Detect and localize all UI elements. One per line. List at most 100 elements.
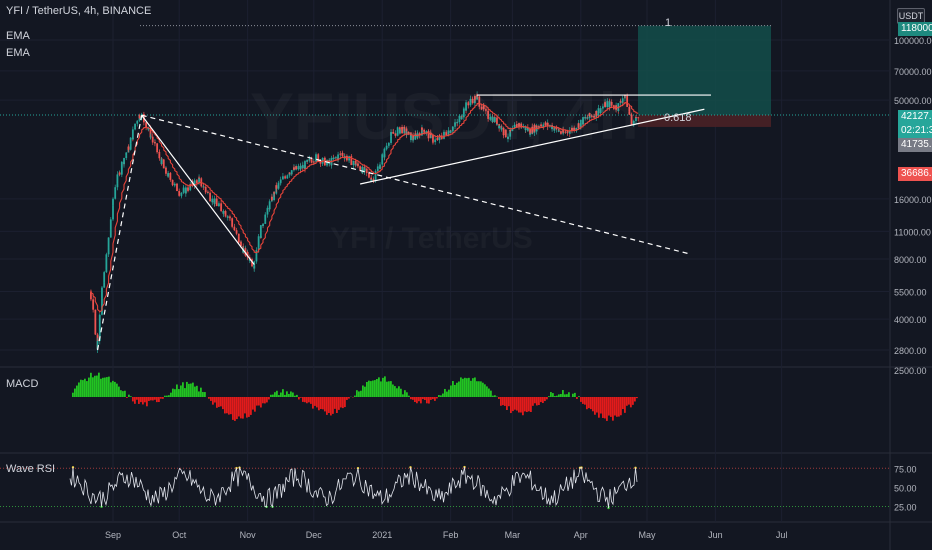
candle-body: [515, 124, 518, 128]
macd-bar: [102, 377, 104, 397]
macd-bar: [264, 397, 266, 404]
macd-bar: [100, 378, 102, 397]
macd-bar: [180, 385, 182, 397]
macd-bar: [276, 390, 278, 397]
macd-bar: [602, 397, 604, 418]
candle-body: [485, 109, 487, 111]
candle-body: [447, 130, 450, 136]
macd-bar: [294, 395, 296, 397]
macd-bar: [592, 397, 594, 412]
candle-body: [368, 174, 370, 178]
macd-bar: [72, 392, 74, 397]
macd-bar: [326, 397, 328, 415]
macd-bar: [564, 394, 566, 397]
macd-bar: [112, 380, 114, 397]
macd-bar: [284, 394, 286, 397]
macd-bar: [534, 397, 536, 404]
macd-bar: [188, 383, 190, 397]
macd-bar: [466, 378, 468, 397]
candle-body: [98, 314, 101, 328]
macd-bar: [296, 394, 298, 397]
macd-bar: [594, 397, 596, 415]
macd-bar: [364, 386, 366, 397]
candle-body: [601, 106, 604, 108]
macd-bar: [98, 372, 100, 397]
macd-bar: [224, 397, 226, 414]
ema-lines: [90, 101, 639, 314]
macd-bar: [86, 381, 88, 397]
macd-bar: [320, 397, 322, 409]
macd-bar: [156, 397, 158, 403]
candle-body: [385, 145, 388, 149]
macd-bar: [160, 397, 162, 399]
macd-bar: [566, 394, 568, 397]
macd-bar: [528, 397, 530, 412]
macd-bar: [460, 377, 462, 397]
macd-bar: [250, 397, 252, 415]
macd-bar: [258, 397, 260, 406]
macd-bar: [226, 397, 228, 414]
symbol-title: YFI / TetherUS, 4h, BINANCE: [6, 5, 152, 17]
candle-body: [608, 101, 611, 108]
ema-indicator-1-label[interactable]: EMA: [6, 30, 30, 42]
price-tick-label: 11000.00: [894, 227, 931, 237]
time-tick-label: Sep: [105, 530, 121, 540]
macd-bar: [354, 395, 356, 397]
candle-body: [224, 215, 227, 217]
support-trendline: [360, 108, 705, 185]
candle-body: [187, 190, 189, 191]
candle-body: [204, 186, 207, 190]
candle-body: [619, 101, 622, 103]
candle-body: [306, 159, 309, 162]
macd-bar: [282, 389, 284, 397]
macd-bar: [356, 390, 358, 397]
macd-bar: [74, 388, 76, 397]
candle-body: [421, 127, 423, 130]
macd-bar: [446, 391, 448, 397]
candle-body: [103, 282, 106, 288]
macd-bar: [348, 397, 350, 399]
macd-bar: [96, 375, 98, 397]
candle-body: [255, 256, 258, 262]
candle-body: [394, 133, 397, 136]
macd-bar: [544, 397, 546, 402]
candle-body: [423, 131, 426, 133]
macd-bar: [92, 377, 94, 397]
macd-bar: [252, 397, 254, 410]
candle-body: [299, 165, 302, 170]
candle-body: [105, 269, 108, 273]
candle-body: [577, 123, 580, 128]
macd-bar: [524, 397, 526, 412]
candle-body: [467, 103, 470, 106]
macd-bar: [412, 397, 414, 400]
wave-rsi-pane-label[interactable]: Wave RSI: [6, 463, 56, 475]
macd-bar: [140, 397, 142, 403]
macd-bar: [616, 397, 618, 417]
macd-bar: [248, 397, 250, 417]
candle-body: [396, 127, 399, 130]
candle-body: [206, 191, 209, 193]
macd-bar: [278, 395, 280, 397]
candle-body: [432, 134, 434, 142]
macd-bar: [110, 382, 112, 397]
candle-body: [334, 157, 337, 159]
candle-body: [443, 131, 445, 136]
macd-bar: [192, 382, 194, 397]
macd-bar: [182, 382, 184, 397]
ema-indicator-2-label[interactable]: EMA: [6, 47, 30, 59]
macd-bar: [434, 397, 436, 401]
candle-body: [392, 132, 395, 134]
macd-bar: [242, 397, 244, 419]
macd-bar: [126, 397, 128, 398]
macd-bar: [478, 381, 480, 397]
candle-body: [493, 117, 496, 122]
candle-body: [337, 154, 339, 160]
candle-body: [248, 259, 251, 261]
price-tick-label: 16000.00: [894, 195, 932, 205]
macd-pane-label[interactable]: MACD: [6, 378, 39, 390]
candle-body: [571, 128, 573, 131]
macd-bar: [500, 397, 502, 406]
macd-bar: [462, 378, 464, 397]
macd-bar: [116, 383, 118, 397]
